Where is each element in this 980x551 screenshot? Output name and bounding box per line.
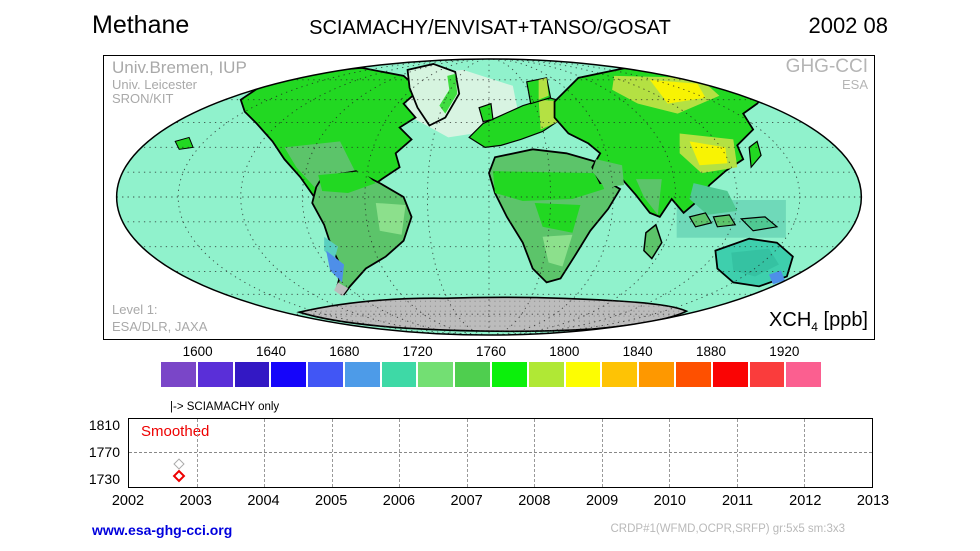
- agency-esa: ESA: [841, 76, 868, 92]
- xtick-2010: 2010: [653, 493, 686, 509]
- colorbar-tick: 1640: [255, 344, 287, 359]
- map-credits: Univ.Bremen, IUP Univ. Leicester SRON/KI…: [112, 58, 247, 107]
- xtick-2012: 2012: [789, 493, 822, 509]
- colorbar-tick: 1800: [549, 344, 580, 359]
- colorbar-swatch: [675, 362, 711, 387]
- level-labels: Level 1: ESA/DLR, JAXA: [112, 302, 207, 336]
- map-frame: Univ.Bremen, IUP Univ. Leicester SRON/KI…: [103, 55, 875, 340]
- colorbar-swatch: [161, 362, 196, 387]
- gridline-1770: [129, 451, 872, 453]
- credit-univ-leicester: Univ. Leicester: [112, 76, 198, 92]
- xtick-2005: 2005: [315, 493, 348, 509]
- colorbar-swatch: [712, 362, 748, 387]
- colorbar-swatch: [639, 362, 674, 387]
- map-south-america: [311, 170, 413, 296]
- map-uk: [478, 102, 494, 123]
- level-label: Level 1:: [112, 302, 158, 318]
- colorbar-swatch: [308, 362, 343, 387]
- gridline-year: [331, 419, 333, 487]
- instruments-title: SCIAMACHY/ENVISAT+TANSO/GOSAT: [309, 17, 671, 39]
- xtick-2008: 2008: [518, 493, 551, 509]
- colorbar-tick: 1680: [329, 344, 360, 359]
- quantity-prefix: XCH: [769, 309, 812, 331]
- colorbar-swatch: [565, 362, 601, 387]
- quantity-sub: 4: [811, 320, 818, 334]
- credit-univ-bremen: Univ.Bremen, IUP: [112, 58, 247, 77]
- gridline-year: [534, 419, 536, 487]
- datapoint-unsmoothed: [173, 458, 185, 470]
- colorbar-tick: 1720: [402, 344, 433, 359]
- map-tasmania: [764, 287, 776, 300]
- gridline-year: [399, 419, 401, 487]
- world-map: [115, 58, 863, 336]
- gridline-year: [601, 419, 603, 487]
- map-new-zealand: [800, 267, 820, 296]
- colorbar-swatch: [271, 362, 307, 387]
- map-new-guinea: [739, 216, 779, 232]
- ytick-1730: 1730: [88, 471, 120, 487]
- colorbar-tick: 1760: [475, 344, 507, 359]
- colorbar-swatch: [455, 362, 491, 387]
- colorbar-swatch: [197, 362, 233, 387]
- colorbar-tick: 1600: [182, 344, 213, 359]
- legend-smoothed: Smoothed: [141, 423, 210, 440]
- map-japan: [748, 140, 762, 169]
- colorbar-swatch: [234, 362, 270, 387]
- colorbar-swatch: [418, 362, 454, 387]
- xtick-2003: 2003: [179, 493, 212, 509]
- xtick-2006: 2006: [382, 493, 416, 509]
- crdp-info: CRDP#1(WFMD,OCPR,SRFP) gr:5x5 sm:3x3: [610, 523, 845, 535]
- datapoint-Smoothed: [172, 470, 186, 483]
- gridline-year: [264, 419, 266, 487]
- colorbar-swatch: [492, 362, 527, 387]
- page-title: Methane: [92, 11, 190, 39]
- map-india: [635, 179, 662, 215]
- colorbar-tick: 1880: [695, 344, 727, 359]
- colorbar-swatches: [161, 362, 822, 387]
- colorbar-tick: 1920: [769, 344, 800, 359]
- colorbar-swatch: [381, 362, 417, 387]
- map-patagonia-blue: [326, 250, 345, 283]
- sciamachy-only-annotation: |-> SCIAMACHY only: [170, 401, 280, 413]
- ytick-1770: 1770: [88, 444, 120, 460]
- xtick-2004: 2004: [247, 493, 280, 509]
- colorbar-swatch: [528, 362, 564, 387]
- esa-ghg-cci-link[interactable]: www.esa-ghg-cci.org: [92, 522, 233, 538]
- quantity-label: XCH4 [ppb]: [765, 309, 868, 334]
- colorbar-swatch: [344, 362, 380, 387]
- map-siberia-yellow: [649, 79, 706, 104]
- gridline-year: [196, 419, 198, 487]
- xtick-2002: 2002: [111, 493, 145, 509]
- date-label: 2002 08: [808, 13, 888, 38]
- gridline-year: [466, 419, 468, 487]
- gridline-year: [669, 419, 671, 487]
- gridline-year: [804, 419, 806, 487]
- level-agencies: ESA/DLR, JAXA: [112, 319, 208, 335]
- colorbar-tick: 1840: [622, 344, 653, 359]
- xtick-2011: 2011: [721, 493, 754, 509]
- gridline-year: [736, 419, 738, 487]
- map-arabia: [592, 159, 625, 188]
- colorbar-ticks: 1600 1640 1680 1720 1760 1800 1840 1880 1920: [161, 344, 821, 360]
- quantity-suffix: [ppb]: [817, 309, 869, 331]
- map-patagonia-cyan: [324, 236, 339, 261]
- project-labels: GHG-CCI ESA: [785, 56, 868, 92]
- project-ghg-cci: GHG-CCI: [785, 56, 868, 77]
- map-australia-blue: [769, 270, 785, 285]
- colorbar-swatch: [749, 362, 785, 387]
- map-madagascar: [643, 223, 663, 260]
- xtick-2013: 2013: [856, 493, 890, 509]
- colorbar-swatch: [786, 362, 822, 387]
- credit-sron-kit: SRON/KIT: [112, 91, 174, 107]
- xtick-2007: 2007: [450, 493, 483, 509]
- timeseries-xticks: 2002 2003 2004 2005 2006 2007 2008 2009 2010 2011…: [112, 493, 889, 511]
- colorbar-swatch: [602, 362, 638, 387]
- plot-area: Smoothed: [128, 418, 873, 488]
- ytick-1810: 1810: [88, 417, 120, 433]
- xtick-2009: 2009: [585, 493, 619, 509]
